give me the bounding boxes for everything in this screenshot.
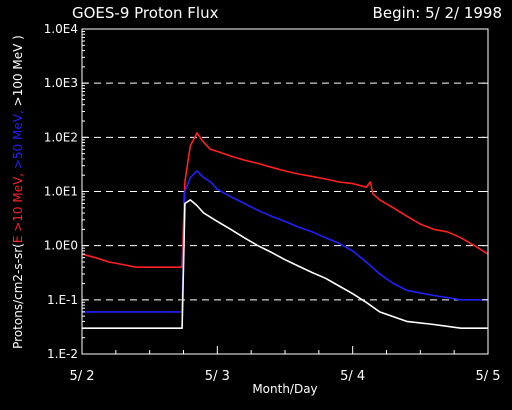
y-tick-label: 1.0E0	[44, 239, 78, 253]
y-tick-label: 1.0E1	[44, 185, 78, 199]
chart-title: GOES-9 Proton Flux	[72, 4, 219, 22]
y-axis-label: Protons/cm2-s-sr(E >10 MeV, >50 MeV, >10…	[11, 35, 25, 349]
data-series	[81, 132, 489, 330]
y-label-part-1: Protons/cm2-s-sr(	[11, 243, 25, 349]
y-tick-label: 1.0E4	[44, 22, 78, 36]
x-tick-label: 5/ 2	[69, 369, 94, 384]
x-tick-label: 5/ 5	[475, 369, 500, 384]
y-label-part-2: E >10 MeV,	[11, 173, 25, 243]
x-axis: 5/ 2 5/ 3 5/ 4 5/ 5	[69, 346, 501, 384]
x-tick-label: 5/ 3	[205, 369, 230, 384]
y-label-part-4: >100 MeV )	[11, 35, 25, 110]
series-line-1	[81, 132, 489, 269]
y-label-part-3: >50 MeV,	[11, 110, 25, 173]
y-tick-label: 1.E-2	[47, 347, 78, 361]
y-axis: 1.0E4 1.0E3 1.0E2 1.0E1 1.0E0 1.E-1 1.E-2	[44, 22, 488, 361]
y-tick-label: 1.0E3	[44, 76, 78, 90]
x-tick-label: 5/ 4	[340, 369, 365, 384]
x-axis-label: Month/Day	[252, 382, 317, 396]
y-tick-label: 1.0E2	[44, 130, 78, 144]
chart-subtitle: Begin: 5/ 2/ 1998	[373, 4, 502, 22]
series-line-3	[82, 199, 488, 330]
y-tick-label: 1.E-1	[47, 293, 78, 307]
grid-lines	[82, 82, 488, 301]
